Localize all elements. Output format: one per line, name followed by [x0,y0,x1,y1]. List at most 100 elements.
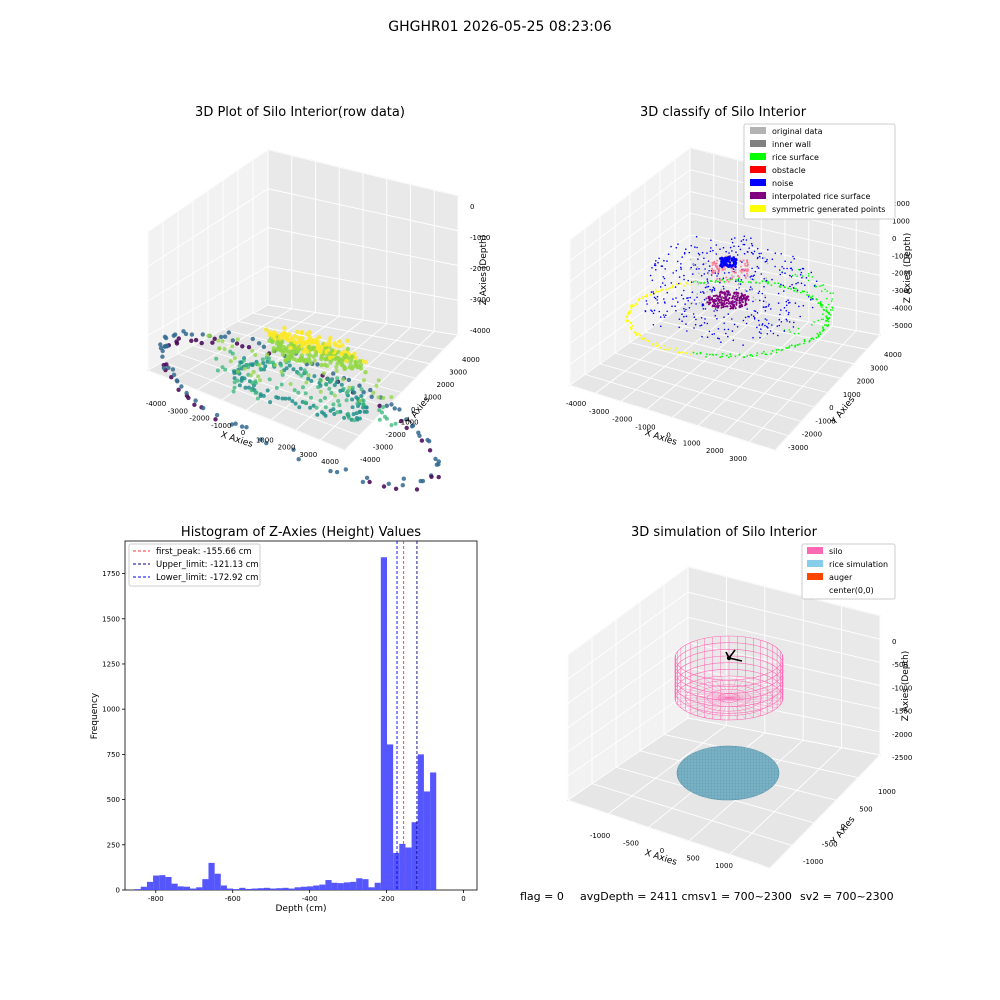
histogram-bar-18 [245,888,252,890]
raw-z-tick-4: -4000 [470,327,490,335]
cls-x-tick-6: 2000 [706,447,724,455]
footer-flag: flag = 0 [520,890,564,903]
histogram-bar-27 [300,886,307,890]
raw-y-tick-8: 4000 [462,356,480,364]
cls-x-tick-3: -1000 [635,424,655,432]
simulation-ylabel: Y Axies [829,815,858,848]
histogram-xtick-3: -200 [379,895,395,903]
simulation-legend-label-3: center(0,0) [829,586,874,595]
classify-legend-box [743,123,896,220]
histogram-bar-46 [417,754,424,890]
raw-z-tick-2: -2000 [470,265,490,273]
raw-y-tick-7: 3000 [449,369,467,377]
sim-y-tick-4: 1000 [878,788,896,796]
histogram-ylabel: Frequency [90,692,100,739]
histogram-bar-9 [190,888,197,890]
histogram-bar-42 [393,852,400,890]
raw-x-tick-3: -1000 [211,422,231,430]
raw-y-tick-6: 2000 [437,381,455,389]
histogram-ytick-5: 1250 [102,660,120,668]
histogram-xtick-2: -400 [302,895,318,903]
histogram-title: Histogram of Z-Axies (Height) Values [181,525,421,540]
histogram-bar-17 [239,887,246,890]
classify-legend-swatch-3 [750,166,766,173]
classify-legend-label-2: rice surface [772,153,819,162]
histogram-bar-32 [331,882,338,890]
histogram-bar-1 [140,886,147,890]
histogram-bar-23 [276,888,283,890]
histogram-bar-35 [350,881,357,890]
simulation-ticks: -1000 -500 0 500 1000 -1000 -500 0 500 1000 0 -500 -… [590,638,913,870]
classify-legend-label-5: interpolated rice surface [772,192,870,201]
simulation-silo-wireframe [674,635,784,721]
panel-histogram: Histogram of Z-Axies (Height) Values -80… [90,525,478,914]
simulation-auger [725,649,743,662]
sim-z-tick-3: -1500 [892,708,912,716]
cls-z-tick-2: 0 [892,235,896,243]
sim-y-tick-0: -1000 [803,858,823,866]
histogram-bar-13 [214,873,221,890]
histogram-bar-15 [226,888,234,890]
sim-z-tick-1: -500 [892,661,908,669]
histogram-bar-44 [405,847,412,890]
classify-legend-swatch-6 [750,205,766,212]
histogram-bar-6 [171,883,178,890]
histogram-bar-8 [183,886,191,890]
raw-x-tick-6: 2000 [278,444,296,452]
histogram-bar-25 [288,888,295,890]
histogram-bar-37 [362,879,369,890]
histogram-bar-48 [430,772,437,890]
sim-y-tick-3: 500 [859,806,872,814]
histogram-legend: first_peak: -155.66 cm Upper_limit: -121.… [128,543,261,587]
histogram-bar-39 [374,882,381,890]
sim-z-tick-4: -2000 [892,731,912,739]
simulation-zlabel: Z Axies (Depth) [901,651,911,722]
cls-x-tick-1: -3000 [589,408,609,416]
raw-x-tick-5: 1000 [256,436,274,444]
raw-y-tick-0: -4000 [360,456,380,464]
histogram-bar-0 [134,889,141,890]
raw-zlabel: Z Axies (Depth) [479,235,489,306]
cls-y-tick-1: -2000 [802,431,822,439]
simulation-legend-swatch-0 [807,547,823,554]
cls-x-tick-2: -2000 [612,416,632,424]
simulation-center-point [726,655,732,661]
cls-y-tick-0: -3000 [788,444,808,452]
histogram-bar-34 [343,882,351,890]
histogram-ytick-1: 250 [107,841,120,849]
histogram-xticks: -800 -600 -400 -200 0 [148,890,466,903]
cls-y-tick-6: 3000 [870,364,888,372]
classify-legend-label-1: inner wall [772,140,811,149]
histogram-bar-21 [263,887,271,890]
raw-y-tick-4: 0 [411,406,415,414]
classify-legend-swatch-4 [750,179,766,186]
raw-x-tick-0: -4000 [146,400,166,408]
histogram-ytick-7: 1750 [102,570,120,578]
raw-title: 3D Plot of Silo Interior(row data) [195,105,405,120]
histogram-xtick-4: 0 [461,895,465,903]
histogram-xtick-0: -800 [148,895,164,903]
histogram-bar-38 [368,887,375,890]
classify-title: 3D classify of Silo Interior [640,105,807,120]
raw-y-tick-3: -1000 [398,419,418,427]
simulation-legend: silo rice simulation auger center(0,0) [801,543,896,600]
raw-z-tick-1: -1000 [470,234,490,242]
figure-suptitle: GHGHR01 2026-05-25 08:23:06 [388,19,612,35]
sim-z-tick-5: -2500 [892,754,912,762]
histogram-vlines [396,541,418,890]
cls-y-tick-7: 4000 [884,351,902,359]
histogram-ytick-3: 750 [107,751,120,759]
histogram-bar-19 [251,888,258,890]
histogram-bar-30 [319,884,326,890]
histogram-legend-box [128,543,261,587]
panel-simulation: 3D simulation of Silo Interior -1000 -500… [566,525,913,870]
simulation-legend-swatch-3 [807,586,823,593]
histogram-legend-label-2: Lower_limit: -172.92 cm [156,573,258,583]
histogram-bar-47 [423,791,431,890]
cls-z-tick-1: 1000 [892,217,910,225]
raw-points [158,325,441,492]
simulation-legend-box [801,543,896,600]
classify-legend-swatch-1 [750,140,766,147]
cls-z-tick-3: -1000 [892,252,912,260]
